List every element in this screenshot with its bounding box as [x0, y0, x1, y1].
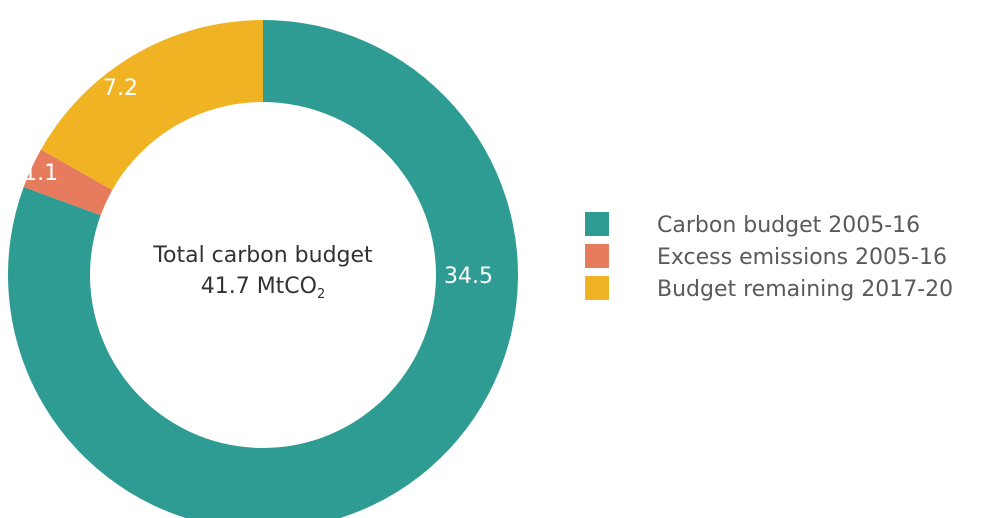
center-label: Total carbon budget 41.7 MtCO2 — [152, 243, 373, 302]
center-label-total: 41.7 MtCO — [201, 274, 317, 299]
center-label-line2: 41.7 MtCO2 — [201, 274, 326, 302]
legend-swatch-budget-remaining-2017-20 — [585, 276, 609, 300]
legend-label-carbon-budget-2005-16: Carbon budget 2005-16 — [657, 213, 920, 238]
slice-label-excess-emissions-2005-16: 1.1 — [23, 161, 58, 186]
center-label-line1: Total carbon budget — [152, 243, 373, 268]
center-label-subscript: 2 — [317, 287, 325, 302]
legend: Carbon budget 2005-16 Excess emissions 20… — [585, 212, 953, 302]
slice-label-budget-remaining-2017-20: 7.2 — [103, 76, 138, 101]
legend-swatch-excess-emissions-2005-16 — [585, 244, 609, 268]
slice-label-carbon-budget-2005-16: 34.5 — [444, 264, 493, 289]
slice-carbon-budget-2005-16 — [8, 20, 518, 518]
slice-budget-remaining-2017-20 — [40, 20, 264, 190]
legend-label-budget-remaining-2017-20: Budget remaining 2017-20 — [657, 277, 953, 302]
legend-label-excess-emissions-2005-16: Excess emissions 2005-16 — [657, 245, 947, 270]
slice-labels: 34.5 1.1 7.2 — [23, 76, 493, 289]
donut-slices — [8, 20, 518, 518]
slice-excess-emissions-2005-16 — [23, 149, 113, 216]
legend-swatch-carbon-budget-2005-16 — [585, 212, 609, 236]
